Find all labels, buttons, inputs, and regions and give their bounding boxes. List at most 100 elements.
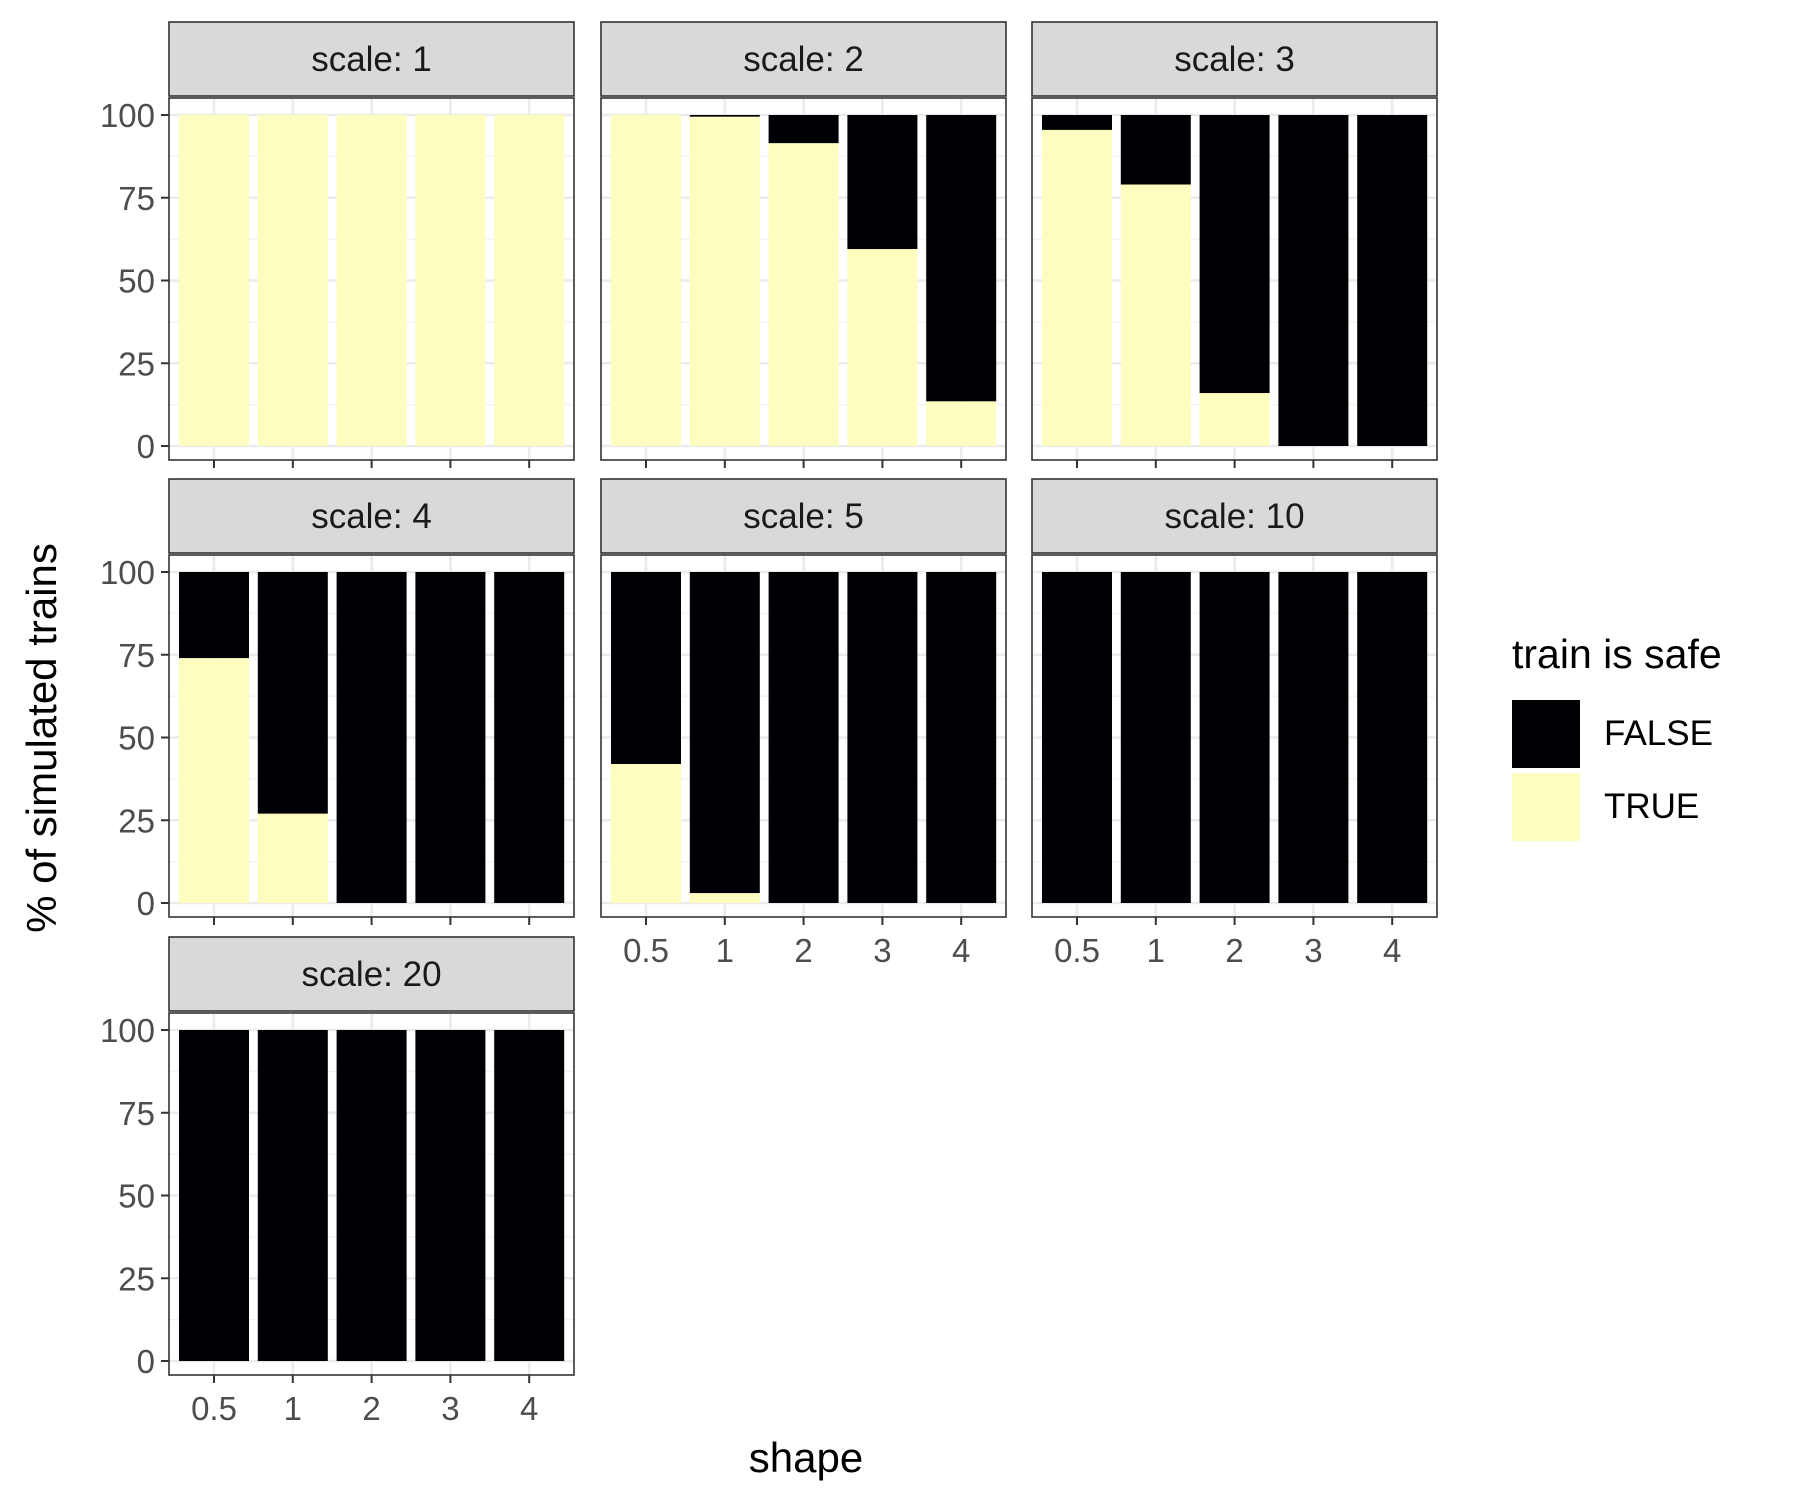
facet-panel-2: scale: 2 (600, 21, 1007, 468)
facet-strip (168, 478, 575, 554)
bar-false-shape-0.5 (179, 1030, 249, 1361)
bar-false-shape-2 (1199, 115, 1270, 394)
legend: train is safe FALSE TRUE (1512, 631, 1722, 841)
facet-strip (1031, 21, 1438, 97)
x-tick-label: 0.5 (191, 1390, 237, 1427)
y-tick-label: 75 (118, 637, 155, 674)
bar-true-shape-0.5 (1042, 129, 1112, 446)
y-tick-label: 75 (118, 180, 155, 217)
bar-false-shape-2 (336, 572, 407, 903)
bar-true-shape-2 (768, 143, 839, 446)
y-axis-title: % of simulated trains (18, 543, 65, 933)
bar-false-shape-2 (1199, 572, 1270, 903)
bar-true-shape-1 (689, 116, 760, 446)
facet-strip-label: scale: 5 (743, 497, 864, 536)
y-tick-label: 100 (100, 1012, 155, 1049)
bar-true-shape-1 (1120, 184, 1191, 446)
legend-key-false (1512, 700, 1580, 768)
bar-false-shape-4 (926, 572, 997, 903)
bar-true-shape-0.5 (179, 115, 249, 446)
bar-false-shape-0.5 (179, 572, 249, 659)
facet-strip (1031, 478, 1438, 554)
bar-false-shape-2 (768, 572, 839, 903)
bar-true-shape-1 (257, 813, 328, 903)
bar-false-shape-4 (926, 115, 997, 402)
bar-true-shape-1 (689, 893, 760, 903)
y-tick-label: 0 (137, 428, 155, 465)
bar-false-shape-4 (1357, 115, 1428, 446)
bar-false-shape-0.5 (611, 572, 681, 764)
facet-panel-3: scale: 3 (1031, 21, 1438, 468)
x-tick-label: 1 (716, 932, 734, 969)
legend-title: train is safe (1512, 631, 1722, 677)
bar-true-shape-0.5 (179, 658, 249, 903)
x-tick-label: 2 (362, 1390, 380, 1427)
facet-strip (168, 936, 575, 1012)
x-tick-label: 2 (1225, 932, 1243, 969)
x-tick-label: 2 (794, 932, 812, 969)
facet-strip-label: scale: 20 (301, 955, 441, 994)
facet-strip (600, 21, 1007, 97)
y-tick-label: 0 (137, 1343, 155, 1380)
bar-true-shape-0.5 (611, 115, 681, 446)
bar-false-shape-3 (415, 572, 486, 903)
y-tick-label: 50 (118, 1178, 155, 1215)
y-tick-label: 25 (118, 345, 155, 382)
bar-true-shape-0.5 (611, 763, 681, 903)
legend-label: TRUE (1604, 787, 1699, 826)
bar-false-shape-2 (336, 1030, 407, 1361)
bar-true-shape-4 (494, 115, 565, 446)
legend-key-true (1512, 773, 1580, 841)
y-tick-label: 50 (118, 263, 155, 300)
legend-label: FALSE (1604, 714, 1713, 753)
facet-panel-10: scale: 10 0.5 1 2 3 4 (1031, 478, 1438, 969)
bar-false-shape-4 (494, 572, 565, 903)
y-tick-label: 25 (118, 1260, 155, 1297)
bar-false-shape-1 (689, 572, 760, 894)
x-tick-label: 4 (1383, 932, 1401, 969)
x-tick-label: 0.5 (623, 932, 669, 969)
bar-true-shape-3 (847, 249, 918, 446)
bar-true-shape-2 (336, 115, 407, 446)
bar-false-shape-4 (1357, 572, 1428, 903)
bar-false-shape-4 (494, 1030, 565, 1361)
bar-false-shape-1 (689, 115, 760, 117)
bar-false-shape-1 (1120, 572, 1191, 903)
bar-false-shape-3 (415, 1030, 486, 1361)
y-tick-label: 100 (100, 554, 155, 591)
bar-true-shape-2 (1199, 393, 1270, 446)
facet-strip-label: scale: 10 (1164, 497, 1304, 536)
bar-false-shape-0.5 (1042, 572, 1112, 903)
bar-false-shape-1 (257, 572, 328, 814)
y-tick-label: 75 (118, 1095, 155, 1132)
y-tick-label: 25 (118, 802, 155, 839)
bar-false-shape-1 (257, 1030, 328, 1361)
x-tick-label: 4 (520, 1390, 538, 1427)
facet-panel-20: scale: 20 0 25 50 75 100 0.5 1 2 3 4 (100, 936, 575, 1427)
facet-strip-label: scale: 2 (743, 40, 864, 79)
bar-false-shape-3 (847, 115, 918, 250)
facet-strip-label: scale: 3 (1174, 40, 1295, 79)
bar-false-shape-3 (847, 572, 918, 903)
x-tick-label: 1 (284, 1390, 302, 1427)
bar-true-shape-3 (415, 115, 486, 446)
bar-false-shape-2 (768, 115, 839, 144)
facet-strip-label: scale: 4 (311, 497, 432, 536)
bar-false-shape-3 (1278, 115, 1349, 446)
facet-panel-4: scale: 4 0 25 50 75 100 (100, 478, 575, 925)
bar-true-shape-4 (926, 401, 997, 446)
bar-false-shape-1 (1120, 115, 1191, 185)
x-tick-label: 3 (1304, 932, 1322, 969)
facet-strip-label: scale: 1 (311, 40, 432, 79)
facet-panel-1: scale: 1 0 25 50 75 100 (100, 21, 575, 468)
facet-panel-5: scale: 5 0.5 1 2 3 4 (600, 478, 1007, 969)
bar-false-shape-3 (1278, 572, 1349, 903)
y-tick-label: 50 (118, 720, 155, 757)
x-tick-label: 3 (441, 1390, 459, 1427)
bar-false-shape-0.5 (1042, 115, 1112, 130)
y-tick-label: 0 (137, 885, 155, 922)
x-tick-label: 4 (952, 932, 970, 969)
x-tick-label: 1 (1147, 932, 1165, 969)
